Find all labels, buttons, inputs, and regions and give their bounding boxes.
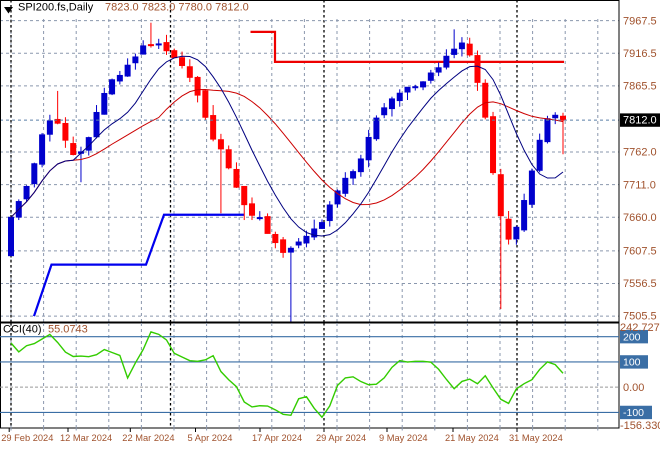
svg-text:12 Mar 2024: 12 Mar 2024 — [60, 433, 112, 443]
svg-text:7660.0: 7660.0 — [623, 212, 657, 224]
svg-text:CCI(40): CCI(40) — [3, 324, 42, 336]
svg-text:7967.5: 7967.5 — [623, 15, 657, 27]
svg-text:0.00: 0.00 — [623, 382, 644, 394]
svg-text:100: 100 — [623, 357, 641, 369]
svg-text:5 Apr 2024: 5 Apr 2024 — [188, 433, 233, 443]
svg-text:7916.5: 7916.5 — [623, 48, 657, 60]
svg-text:7812.0: 7812.0 — [623, 115, 657, 127]
svg-text:22 Mar 2024: 22 Mar 2024 — [122, 433, 174, 443]
svg-text:7505.5: 7505.5 — [623, 311, 657, 323]
svg-text:7762.0: 7762.0 — [623, 147, 657, 159]
svg-text:7556.5: 7556.5 — [623, 278, 657, 290]
svg-text:7865.5: 7865.5 — [623, 80, 657, 92]
svg-text:7607.5: 7607.5 — [623, 245, 657, 257]
svg-text:7823.0 7823.0 7780.0 7812.0: 7823.0 7823.0 7780.0 7812.0 — [105, 2, 249, 14]
svg-text:-100: -100 — [623, 407, 644, 419]
svg-text:29 Feb 2024: 29 Feb 2024 — [1, 433, 53, 443]
svg-text:9 May 2024: 9 May 2024 — [379, 433, 428, 443]
svg-text:21 May 2024: 21 May 2024 — [445, 433, 499, 443]
svg-text:242.7276: 242.7276 — [620, 322, 660, 334]
svg-text:-156.330: -156.330 — [620, 420, 660, 432]
svg-text:7711.0: 7711.0 — [623, 179, 656, 191]
svg-text:29 Apr 2024: 29 Apr 2024 — [316, 433, 366, 443]
svg-text:SPI200.fs,Daily: SPI200.fs,Daily — [18, 2, 94, 14]
svg-text:17 Apr 2024: 17 Apr 2024 — [252, 433, 302, 443]
svg-text:31 May 2024: 31 May 2024 — [509, 433, 563, 443]
svg-text:55.0743: 55.0743 — [48, 324, 88, 336]
